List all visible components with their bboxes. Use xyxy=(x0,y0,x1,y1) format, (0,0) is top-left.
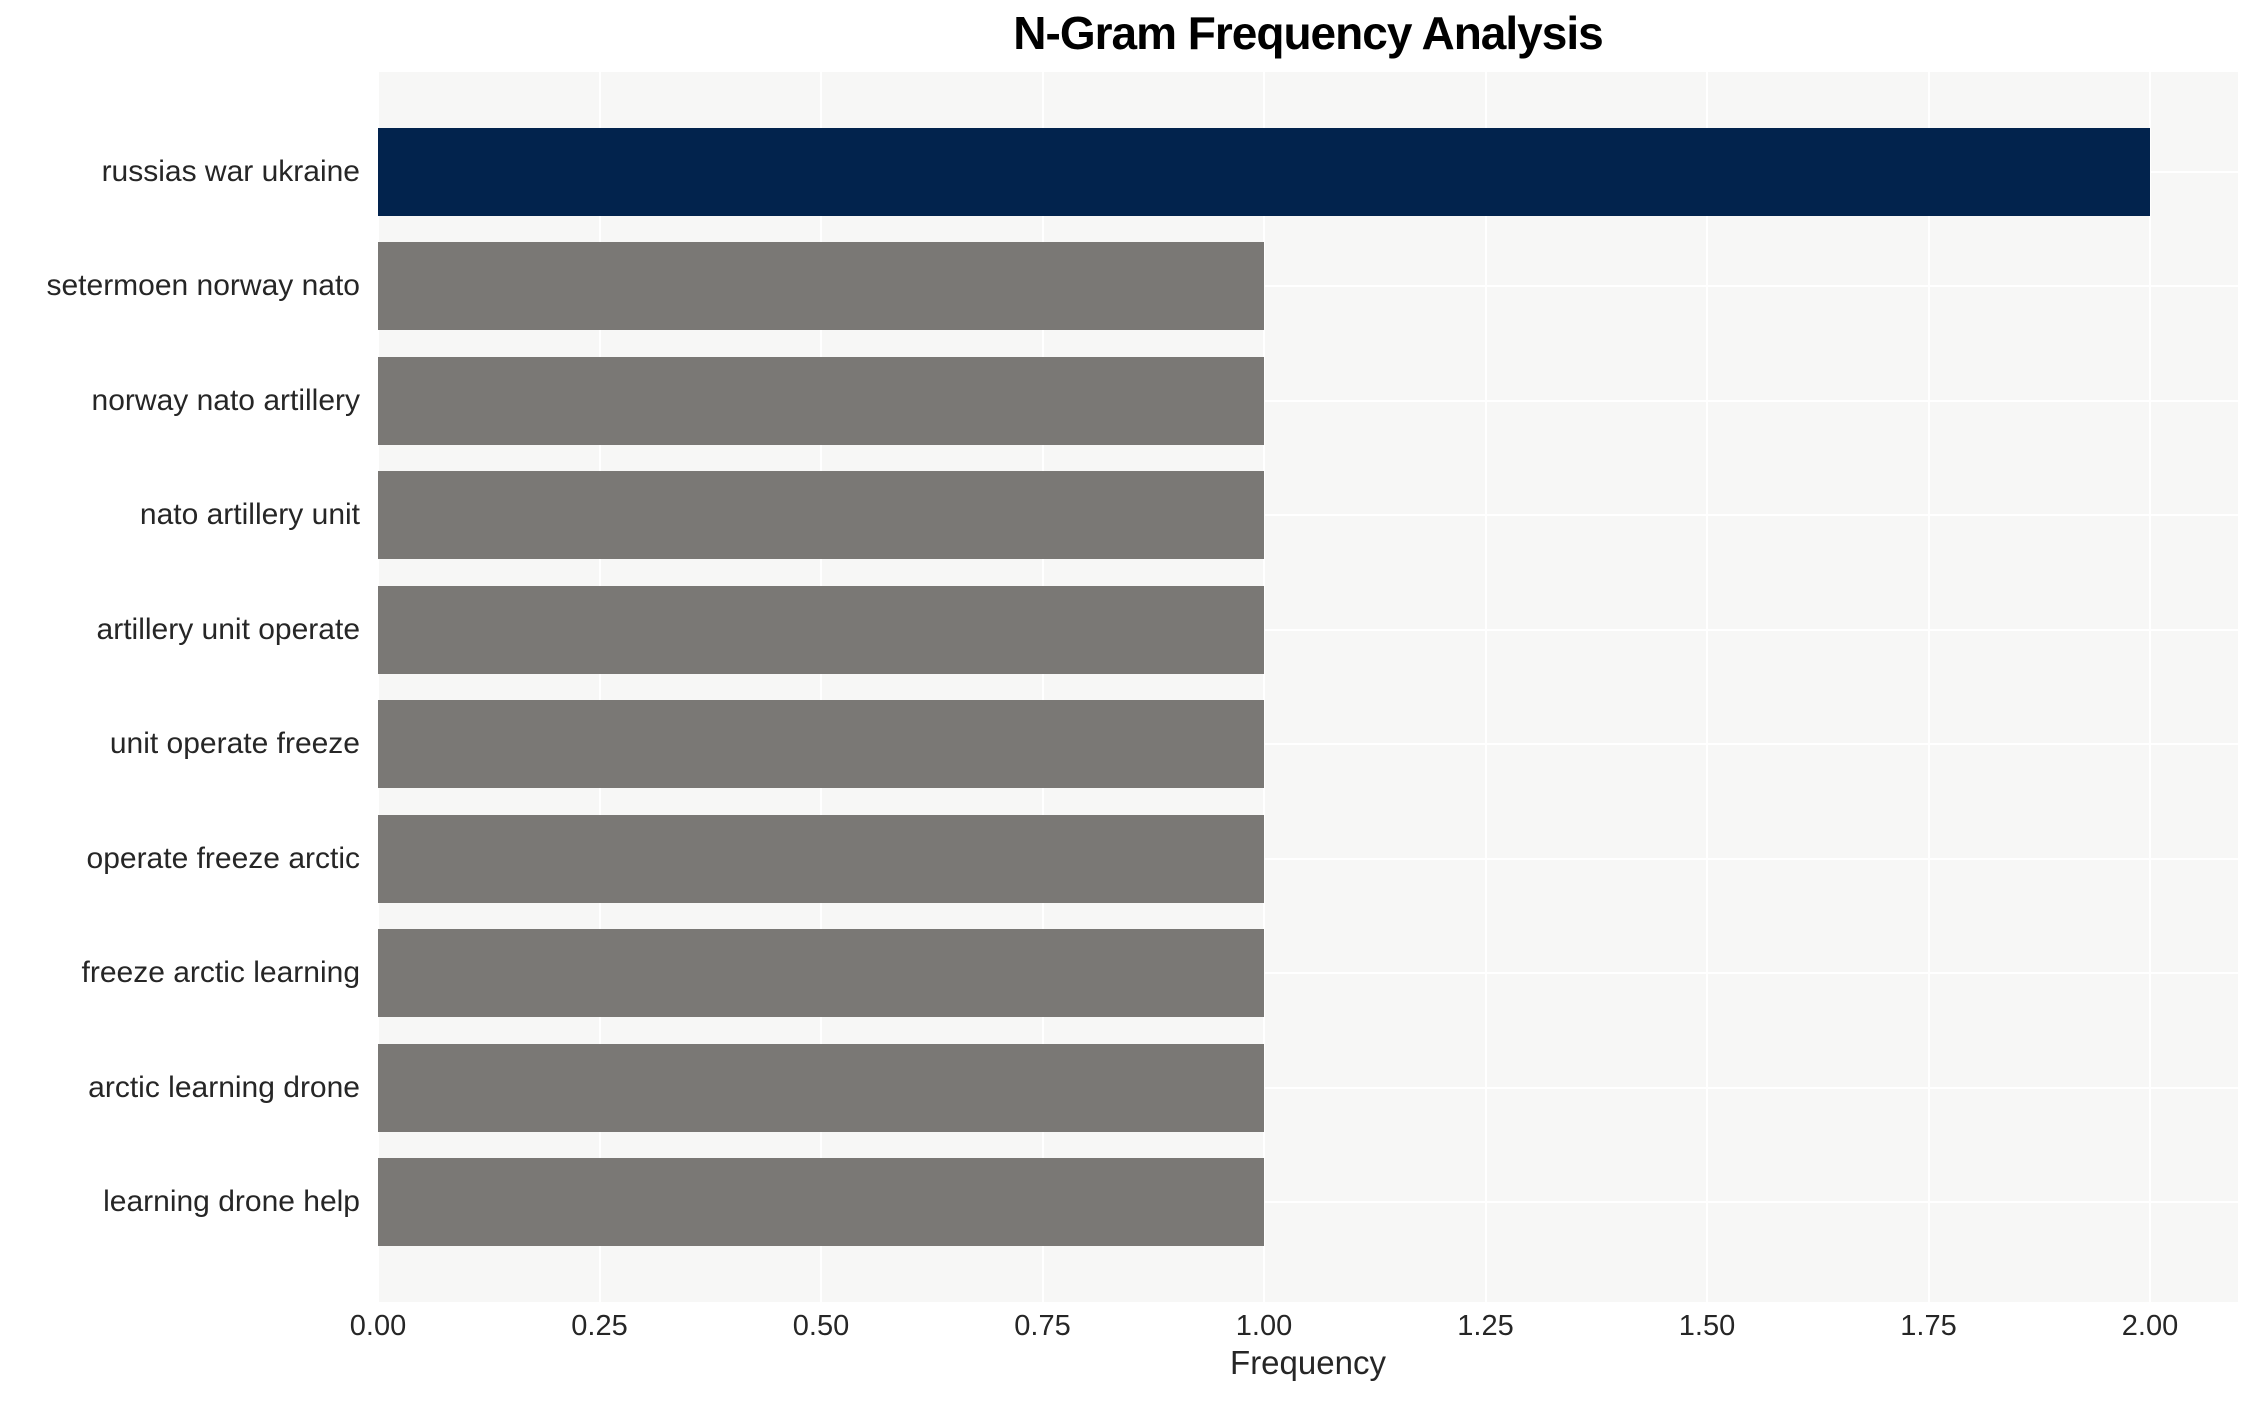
vertical-gridline xyxy=(1484,72,1487,1302)
bar-unit-operate-freeze xyxy=(378,700,1264,789)
x-tick-label: 2.00 xyxy=(2121,1310,2179,1342)
x-tick-label: 1.50 xyxy=(1678,1310,1736,1342)
x-axis-title: Frequency xyxy=(1230,1344,1386,1381)
y-tick-label: russias war ukraine xyxy=(101,155,360,188)
x-tick-label: 0.25 xyxy=(571,1310,628,1342)
vertical-gridline xyxy=(820,72,822,1302)
horizontal-gridline xyxy=(378,628,2238,631)
bar-russias-war-ukraine xyxy=(378,128,2150,216)
y-tick-label: arctic learning drone xyxy=(88,1070,360,1104)
y-tick-label: unit operate freeze xyxy=(109,727,360,761)
horizontal-gridline xyxy=(378,399,2238,402)
vertical-gridline xyxy=(1706,72,1708,1302)
vertical-gridline xyxy=(1927,72,1930,1302)
bar-arctic-learning-drone xyxy=(378,1043,1264,1132)
x-tick-label: 1.75 xyxy=(1900,1310,1957,1342)
horizontal-gridline xyxy=(378,743,2238,746)
x-tick-label: 0.50 xyxy=(792,1310,850,1342)
bar-artillery-unit-operate xyxy=(378,585,1264,674)
vertical-gridline xyxy=(598,72,601,1302)
vertical-gridline xyxy=(377,72,379,1302)
y-tick-label: learning drone help xyxy=(103,1185,360,1218)
y-tick-label: setermoen norway nato xyxy=(46,269,360,303)
x-tick-label: 0.75 xyxy=(1014,1310,1071,1342)
bar-freeze-arctic-learning xyxy=(378,929,1264,1018)
x-tick-label: 1.25 xyxy=(1457,1310,1514,1342)
chart-title: N-Gram Frequency Analysis xyxy=(1013,7,1603,59)
bar-nato-artillery-unit xyxy=(378,471,1264,560)
vertical-gridline xyxy=(2149,72,2151,1302)
x-tick-label: 0.00 xyxy=(349,1310,407,1342)
y-tick-label: operate freeze arctic xyxy=(86,841,360,875)
bar-norway-nato-artillery xyxy=(378,356,1264,445)
vertical-gridline xyxy=(1263,72,1265,1302)
horizontal-gridline xyxy=(378,285,2238,288)
horizontal-gridline xyxy=(378,514,2238,517)
horizontal-gridline xyxy=(378,857,2238,860)
vertical-gridline xyxy=(1041,72,1044,1302)
y-axis-labels: russias war ukraine setermoen norway nato… xyxy=(0,72,360,1302)
bar-setermoen-norway-nato xyxy=(378,242,1264,331)
y-tick-label: nato artillery unit xyxy=(139,498,360,532)
bar-operate-freeze-arctic xyxy=(378,814,1264,903)
y-tick-label: norway nato artillery xyxy=(91,383,360,417)
horizontal-gridline xyxy=(378,1201,2238,1203)
y-tick-label: freeze arctic learning xyxy=(81,956,360,990)
horizontal-gridline xyxy=(378,972,2238,975)
horizontal-gridline xyxy=(378,1086,2238,1089)
bar-learning-drone-help xyxy=(378,1158,1264,1246)
x-tick-label: 1.00 xyxy=(1235,1310,1293,1342)
y-tick-label: artillery unit operate xyxy=(96,612,360,646)
plot-area xyxy=(377,72,2238,1302)
